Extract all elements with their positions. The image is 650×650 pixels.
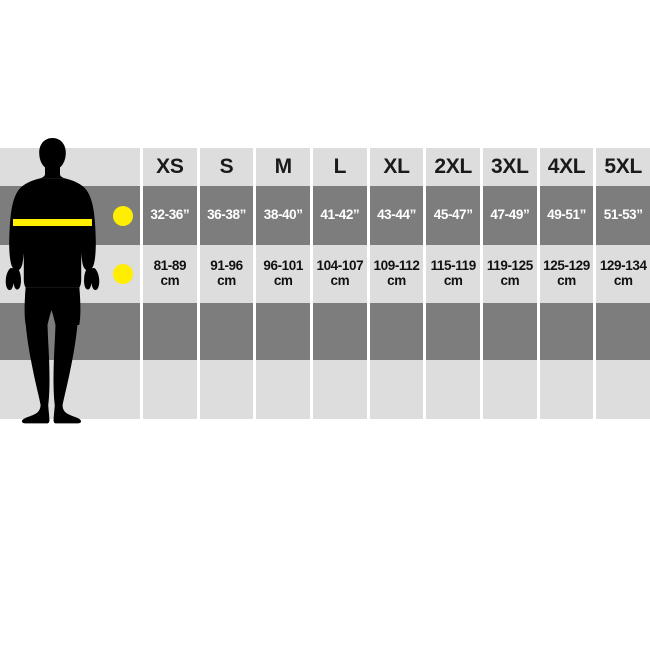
cell-inch-2xl: 45-47” [426,186,484,245]
yellow-dot-icon [112,205,133,226]
cell-value: 115-119 [430,258,477,274]
yellow-dot-icon [112,264,133,284]
header-label: 5XL [604,154,643,178]
cell-cm-m: 96-101 cm [256,245,314,303]
row-icon-cell-cm [105,245,143,303]
table-row: 81-89 cm 91-96 cm 96-101 cm 104-107 cm 109-1… [105,245,650,303]
header-label: 2XL [434,154,472,178]
cell-value: 51-53” [603,207,643,223]
cell-value: 38-40” [263,207,303,223]
filler-cell [143,303,200,360]
table-row: 32-36” 36-38” 38-40” 41-42” 43-44” 45-47… [105,186,650,245]
cell-value: 104-107 [316,258,364,274]
cell-value: 129-134 [599,258,647,274]
header-label: L [333,154,347,178]
filler-cell [539,303,597,360]
cell-inch-xs: 32-36” [143,186,200,245]
filler-cell [596,360,650,419]
cell-cm-l: 104-107 cm [313,245,370,303]
cell-cm-s: 91-96 cm [199,245,257,303]
filler-cell [539,360,597,419]
cell-unit: cm [387,273,406,288]
filler-cell [369,303,427,360]
table-filler-row-light [105,360,650,419]
filler-cell [105,303,143,360]
cell-value: 32-36” [150,207,190,223]
table-filler-row-dark [105,303,650,360]
header-label: 4XL [547,154,586,178]
filler-cell [313,360,370,419]
cell-value: 119-125 [486,258,533,274]
header-cell-l: L [313,148,370,186]
filler-cell [596,303,650,360]
filler-cell [256,303,314,360]
cell-value: 109-112 [373,258,420,274]
cell-inch-m: 38-40” [256,186,314,245]
header-icon-spacer [105,148,143,186]
cell-unit: cm [273,273,293,288]
cell-value: 81-89 [153,258,187,274]
cell-value: 41-42” [320,207,360,223]
header-cell-3xl: 3XL [483,148,540,186]
filler-cell [483,360,540,419]
row-icon-cell-inch [105,186,143,245]
filler-cell [426,303,484,360]
header-label: XS [156,154,184,178]
header-label: M [274,154,293,178]
header-label: XL [383,154,410,178]
header-cell-4xl: 4XL [539,148,597,186]
header-cell-2xl: 2XL [426,148,484,186]
header-cell-s: S [199,148,257,186]
cell-unit: cm [217,273,236,288]
cell-inch-5xl: 51-53” [596,186,650,245]
cell-value: 47-49” [490,207,530,223]
cell-unit: cm [613,273,633,288]
header-label: S [219,154,234,178]
cell-unit: cm [330,273,350,288]
cell-cm-xs: 81-89 cm [143,245,200,303]
cell-value: 96-101 [263,258,303,274]
cell-cm-2xl: 115-119 cm [426,245,484,303]
header-cell-5xl: 5XL [596,148,650,186]
size-table: XS S M L XL 2XL 3XL 4XL 5XL 32-36” 36-38… [105,148,650,419]
filler-cell [199,360,257,419]
cell-inch-s: 36-38” [199,186,257,245]
filler-cell [313,303,370,360]
cell-unit: cm [443,273,463,288]
header-cell-m: M [256,148,314,186]
cell-value: 125-129 [543,258,590,274]
cell-inch-3xl: 47-49” [483,186,540,245]
cell-unit: cm [557,273,576,288]
cell-cm-5xl: 129-134 cm [596,245,650,303]
header-cell-xs: XS [143,148,200,186]
cell-cm-4xl: 125-129 cm [539,245,597,303]
cell-inch-l: 41-42” [313,186,370,245]
cell-inch-4xl: 49-51” [539,186,597,245]
cell-value: 49-51” [547,207,586,223]
cell-value: 43-44” [377,207,416,223]
cell-inch-xl: 43-44” [369,186,427,245]
cell-cm-xl: 109-112 cm [369,245,427,303]
cell-value: 36-38” [207,207,246,223]
cell-value: 91-96 [210,258,243,274]
filler-cell [256,360,314,419]
table-header-row: XS S M L XL 2XL 3XL 4XL 5XL [105,148,650,186]
cell-value: 45-47” [433,207,473,223]
filler-cell [426,360,484,419]
filler-cell [105,360,143,419]
filler-cell [143,360,200,419]
header-cell-xl: XL [369,148,427,186]
cell-unit: cm [160,273,180,288]
filler-cell [369,360,427,419]
cell-cm-3xl: 119-125 cm [483,245,540,303]
header-label: 3XL [491,154,529,178]
cell-unit: cm [500,273,520,288]
filler-cell [199,303,257,360]
filler-cell [483,303,540,360]
